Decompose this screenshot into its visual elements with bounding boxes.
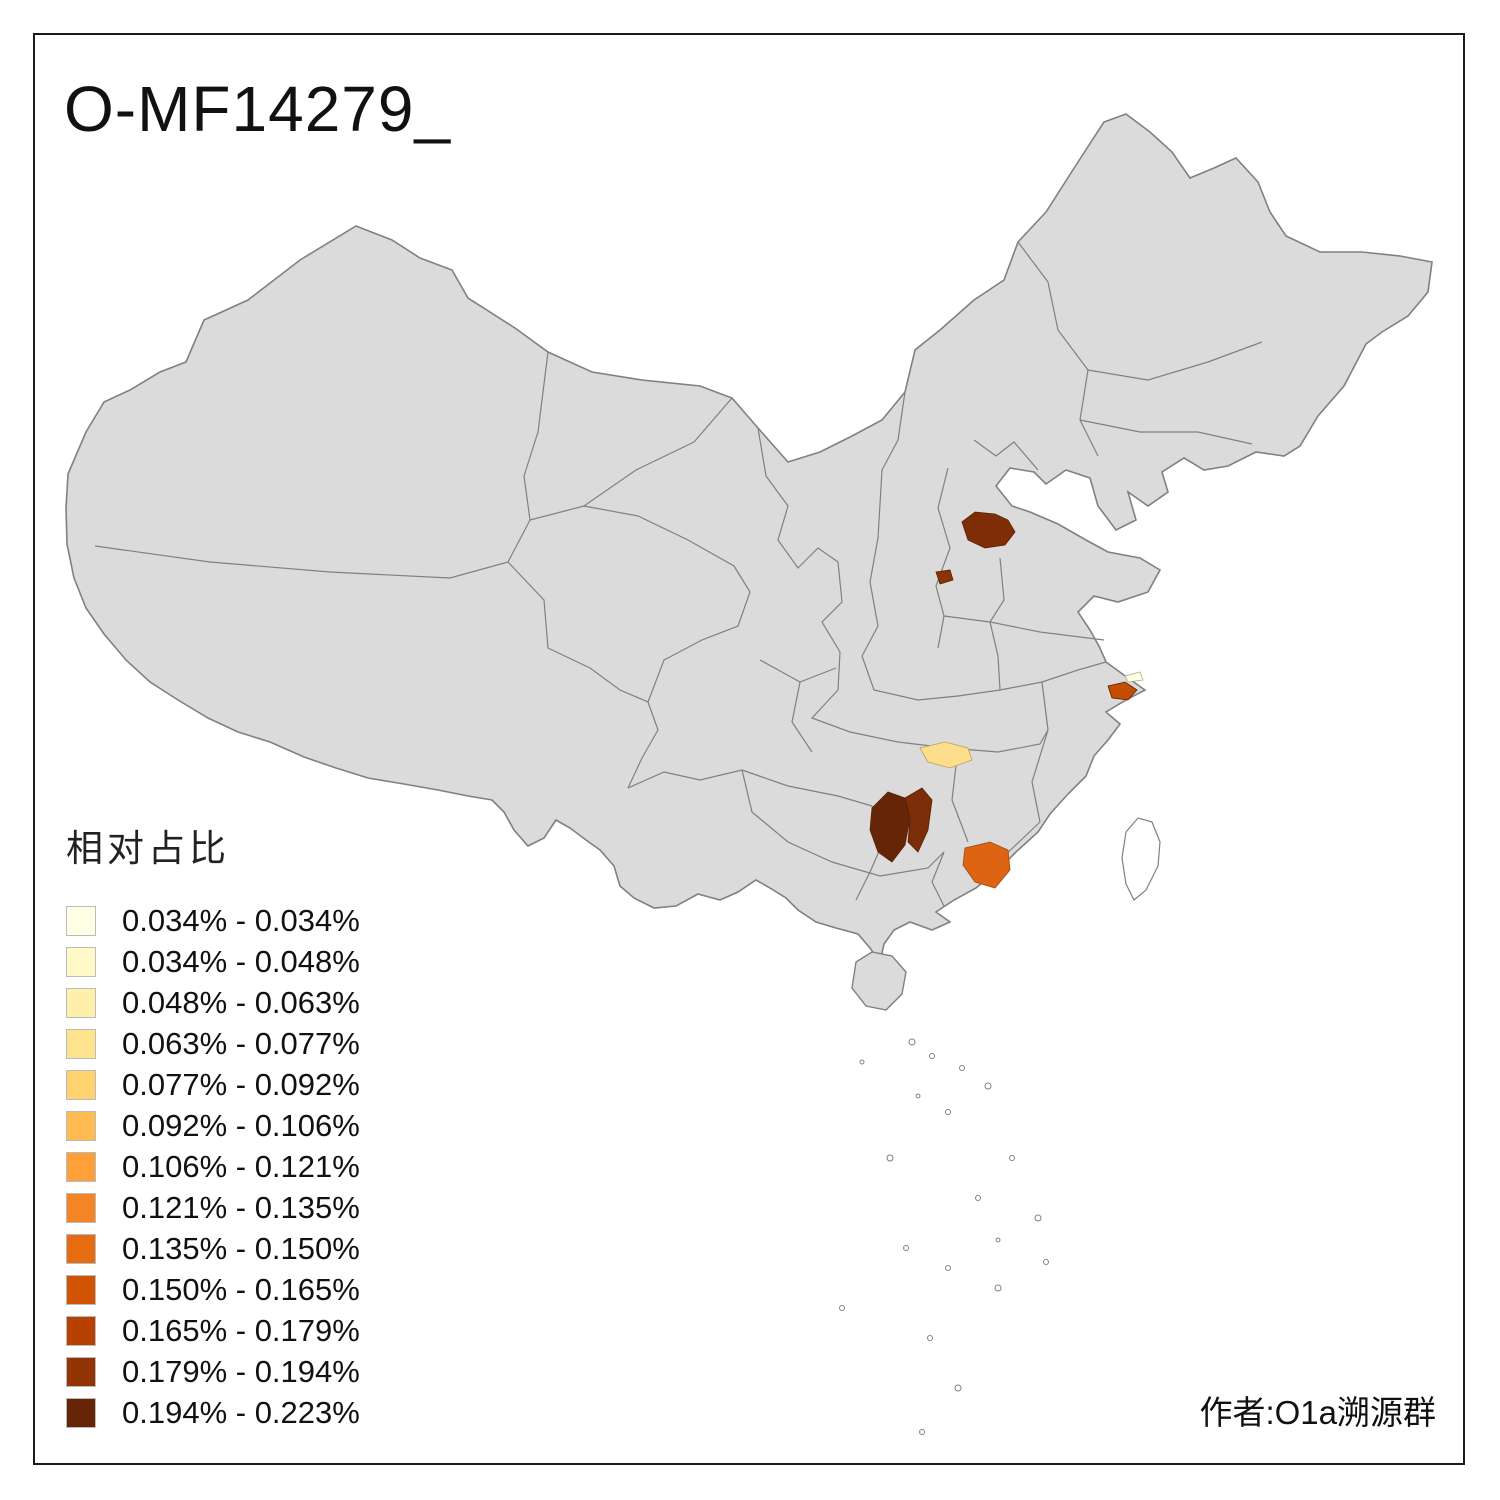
legend-swatch [66, 1356, 96, 1387]
legend-swatch [66, 1069, 96, 1100]
legend-label: 0.179% - 0.194% [122, 1353, 360, 1389]
south-china-sea-islands [839, 1038, 1049, 1435]
legend-label: 0.121% - 0.135% [122, 1189, 360, 1225]
legend-title: 相对占比 [66, 828, 230, 869]
legend-item: 0.063% - 0.077% [66, 1023, 426, 1064]
author-credit: 作者:O1a溯源群 [1199, 1394, 1436, 1431]
highlighted-region [935, 569, 954, 585]
legend-swatch [66, 1274, 96, 1305]
legend-item: 0.077% - 0.092% [66, 1064, 426, 1105]
legend-item: 0.092% - 0.106% [66, 1105, 426, 1146]
legend-swatch [66, 1233, 96, 1264]
legend-item: 0.194% - 0.223% [66, 1392, 426, 1433]
highlighted-region [919, 741, 973, 769]
legend-swatch [66, 905, 96, 936]
legend-swatch [66, 1028, 96, 1059]
highlighted-region [1124, 671, 1144, 683]
highlighted-region [962, 841, 1011, 889]
legend-label: 0.063% - 0.077% [122, 1025, 360, 1061]
legend-label: 0.034% - 0.048% [122, 943, 360, 979]
highlighted-region [961, 511, 1016, 549]
highlighted-region [904, 787, 933, 853]
highlighted-region [869, 791, 911, 863]
legend-swatch [66, 1192, 96, 1223]
legend-swatch [66, 1397, 96, 1428]
legend-label: 0.048% - 0.063% [122, 984, 360, 1020]
legend-swatch [66, 987, 96, 1018]
legend-item: 0.106% - 0.121% [66, 1146, 426, 1187]
hainan-island [851, 951, 907, 1011]
province-borders [94, 241, 1263, 907]
legend-item: 0.135% - 0.150% [66, 1228, 426, 1269]
page-title: O-MF14279_ [64, 73, 452, 145]
legend-swatch [66, 1151, 96, 1182]
legend-swatch [66, 1110, 96, 1141]
legend-item: 0.179% - 0.194% [66, 1351, 426, 1392]
legend-label: 0.092% - 0.106% [122, 1107, 360, 1143]
legend-label: 0.150% - 0.165% [122, 1271, 360, 1307]
legend-item: 0.121% - 0.135% [66, 1187, 426, 1228]
legend-label: 0.165% - 0.179% [122, 1312, 360, 1348]
taiwan-island [1121, 817, 1161, 901]
highlighted-regions [869, 511, 1144, 889]
legend-label: 0.077% - 0.092% [122, 1066, 360, 1102]
legend-item: 0.150% - 0.165% [66, 1269, 426, 1310]
legend-label: 0.034% - 0.034% [122, 902, 360, 938]
legend: 相对占比 0.034% - 0.034% 0.034% - 0.048% 0.0… [66, 818, 426, 1433]
legend-label: 0.106% - 0.121% [122, 1148, 360, 1184]
legend-item: 0.034% - 0.034% [66, 900, 426, 941]
legend-label: 0.194% - 0.223% [122, 1394, 360, 1430]
legend-swatch [66, 1315, 96, 1346]
highlighted-region [1107, 681, 1138, 701]
legend-item: 0.048% - 0.063% [66, 982, 426, 1023]
legend-item: 0.034% - 0.048% [66, 941, 426, 982]
legend-swatch [66, 946, 96, 977]
legend-label: 0.135% - 0.150% [122, 1230, 360, 1266]
legend-item: 0.165% - 0.179% [66, 1310, 426, 1351]
